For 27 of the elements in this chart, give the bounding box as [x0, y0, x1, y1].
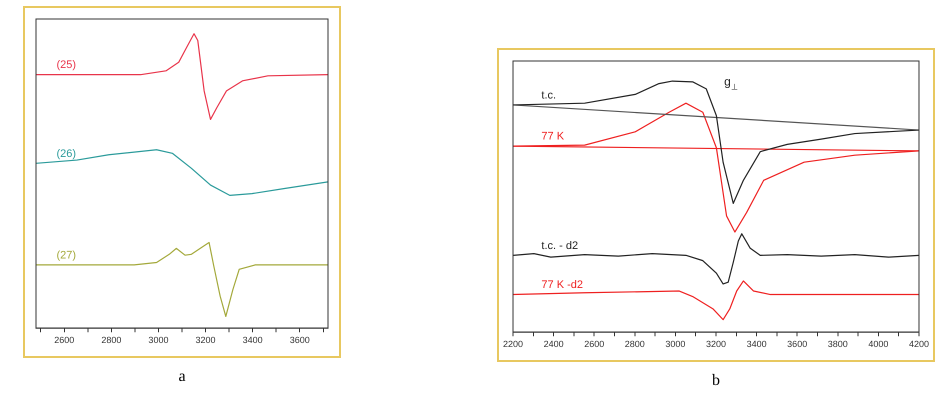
x-tick-label: 2800 [624, 339, 645, 350]
text: b [711, 372, 721, 390]
x-tick-label: 3200 [706, 339, 726, 350]
annotation: g⊥ [724, 74, 738, 92]
series-label: (26) [56, 148, 76, 160]
x-tick-label: 2400 [544, 339, 564, 350]
x-tick-label: 3000 [148, 335, 168, 346]
series-label: t.c. - d2 [541, 240, 578, 252]
x-tick-label: 4200 [908, 339, 930, 350]
x-tick-label: 2800 [101, 335, 122, 346]
x-tick-label: 3800 [828, 339, 848, 350]
series-label: t.c. [541, 89, 556, 102]
series-label: 77 K -d2 [541, 279, 584, 292]
x-tick-label: 3600 [787, 339, 808, 350]
x-tick-label: 2200 [502, 339, 524, 350]
x-tick-label: 4000 [868, 339, 888, 350]
series-label: 77 K [541, 130, 565, 143]
x-tick-label: 3600 [290, 335, 310, 346]
x-tick-label: 3400 [746, 339, 767, 350]
x-tick-label: 2600 [584, 339, 604, 350]
x-tick-label: 2600 [54, 335, 74, 346]
series-label: (27) [56, 249, 76, 262]
x-tick-label: 3400 [242, 335, 263, 346]
x-tick-label: 3000 [665, 339, 686, 350]
series-label: (25) [56, 59, 76, 72]
text: a [177, 368, 187, 386]
x-tick-label: 3200 [196, 335, 216, 346]
